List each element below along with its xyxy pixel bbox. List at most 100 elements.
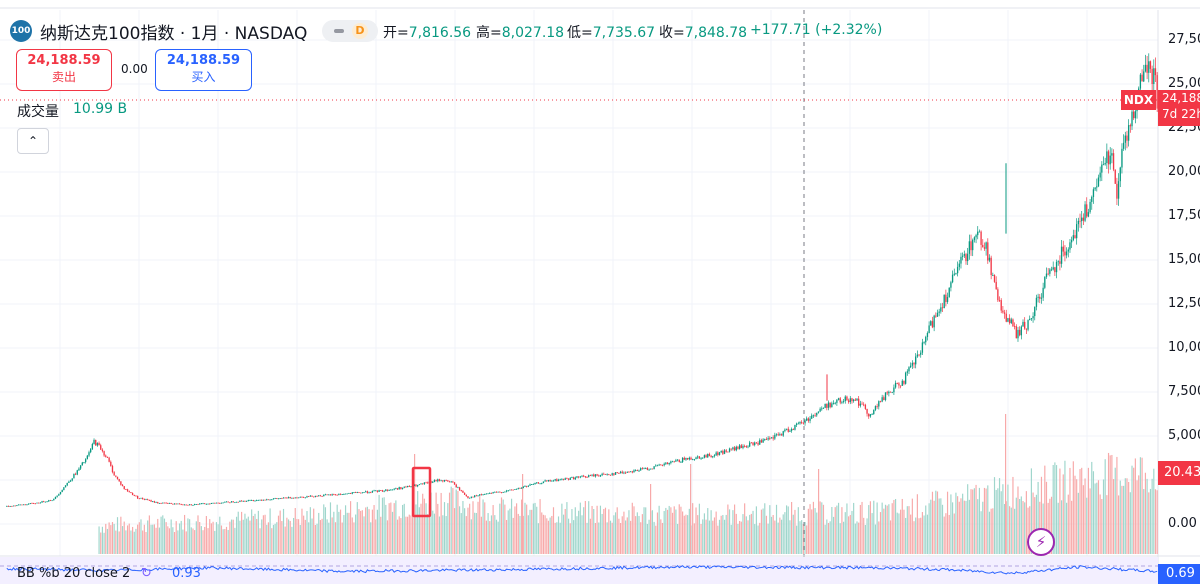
candle-body xyxy=(978,231,981,233)
sell-button[interactable]: 24,188.59 卖出 xyxy=(16,49,112,91)
candle-body xyxy=(192,505,194,506)
volume-bar xyxy=(960,498,962,554)
volume-bar xyxy=(199,522,201,554)
candle-body xyxy=(539,483,541,485)
candle-body xyxy=(438,479,441,481)
candle-body xyxy=(54,496,57,499)
volume-bar xyxy=(180,520,182,554)
candle-body xyxy=(180,504,182,506)
volume-bar xyxy=(546,518,548,554)
volume-bar xyxy=(519,515,521,554)
volume-bar xyxy=(718,519,721,554)
volume-bar xyxy=(440,492,442,554)
candle-body xyxy=(252,500,255,501)
symbol-title[interactable]: 纳斯达克100指数 · 1月 · NASDAQ xyxy=(40,24,308,44)
volume-bar xyxy=(395,500,397,554)
bar-countdown: 7d 22h xyxy=(1162,107,1200,121)
volume-bar xyxy=(517,513,519,554)
candle-body xyxy=(235,501,238,503)
candle-body xyxy=(123,486,125,490)
candle-body xyxy=(443,479,446,482)
volume-bar xyxy=(843,521,845,554)
candle-body xyxy=(754,442,756,445)
candle-body xyxy=(178,503,181,505)
candle-body xyxy=(484,494,486,495)
candle-body xyxy=(297,497,300,499)
candle-body xyxy=(509,489,511,491)
candle-body xyxy=(611,473,613,475)
candle-body xyxy=(391,489,394,491)
volume-bar xyxy=(965,500,967,554)
volume-bar xyxy=(121,526,124,554)
volume-bar xyxy=(430,492,432,554)
candle-body xyxy=(601,473,603,476)
volume-bar xyxy=(219,516,221,554)
volume-bar xyxy=(594,522,597,554)
volume-bar xyxy=(573,520,575,554)
candle-body xyxy=(477,495,479,497)
candle-body xyxy=(14,505,16,507)
candle-body xyxy=(693,459,696,460)
candle-body xyxy=(262,499,265,501)
candle-body xyxy=(936,312,939,317)
volume-bar xyxy=(923,515,925,554)
bb-indicator-legend[interactable]: BB %b 20 close 2 xyxy=(17,566,131,581)
candle-body xyxy=(531,484,533,486)
volume-bar xyxy=(910,514,912,554)
volume-bar xyxy=(460,513,462,554)
candle-body xyxy=(68,481,70,483)
candle-body xyxy=(802,422,805,424)
candle-body xyxy=(175,503,177,505)
symbol-logo-icon[interactable]: 100 xyxy=(10,20,32,42)
candle-body xyxy=(1076,224,1078,239)
volume-bar xyxy=(688,508,690,554)
candle-body xyxy=(903,380,905,384)
candle-body xyxy=(879,401,882,403)
volume-bar xyxy=(1019,499,1021,554)
lightning-icon[interactable]: ⚡ xyxy=(1027,528,1055,556)
candle-body xyxy=(482,494,484,496)
price-axis-label: 17,500.00 xyxy=(1168,208,1200,223)
volume-bar xyxy=(1067,494,1069,554)
volume-bar xyxy=(276,522,278,554)
candle-body xyxy=(1024,321,1026,329)
volume-bar xyxy=(1128,481,1130,554)
volume-bar xyxy=(566,502,568,554)
volume-label[interactable]: 成交量 xyxy=(17,104,59,120)
candle-body xyxy=(603,473,605,475)
volume-bar xyxy=(259,528,261,554)
volume-bar xyxy=(931,491,934,554)
market-status-pill[interactable]: D xyxy=(322,20,378,42)
candle-body xyxy=(205,503,208,505)
candle-body xyxy=(1122,142,1125,149)
volume-bar xyxy=(1141,457,1143,554)
volume-bar xyxy=(412,515,414,554)
volume-bar xyxy=(871,513,873,554)
candle-body xyxy=(1146,64,1148,73)
candle-body xyxy=(19,504,21,506)
bb-indicator-value: 0.93 xyxy=(172,566,201,581)
volume-bar xyxy=(789,520,791,554)
buy-button[interactable]: 24,188.59 买入 xyxy=(155,49,252,91)
candle-body xyxy=(789,430,791,432)
volume-bar xyxy=(435,492,437,554)
candle-body xyxy=(500,492,503,494)
candle-body xyxy=(234,502,236,504)
volume-bar xyxy=(797,507,799,554)
cycle-icon[interactable]: ↻ xyxy=(141,566,152,581)
volume-bar xyxy=(1062,474,1064,554)
candle-body xyxy=(504,491,506,493)
candle-body xyxy=(717,452,719,455)
volume-bar xyxy=(816,512,818,554)
candle-body xyxy=(416,484,419,487)
candle-body xyxy=(945,294,947,302)
volume-bar xyxy=(896,512,898,554)
candle-body xyxy=(707,453,709,458)
candle-body xyxy=(886,392,888,394)
chevron-up-icon[interactable]: ⌃ xyxy=(17,128,49,154)
volume-bar xyxy=(1052,464,1054,554)
volume-bar xyxy=(410,515,412,554)
candle-body xyxy=(442,480,444,482)
candle-body xyxy=(970,241,972,251)
